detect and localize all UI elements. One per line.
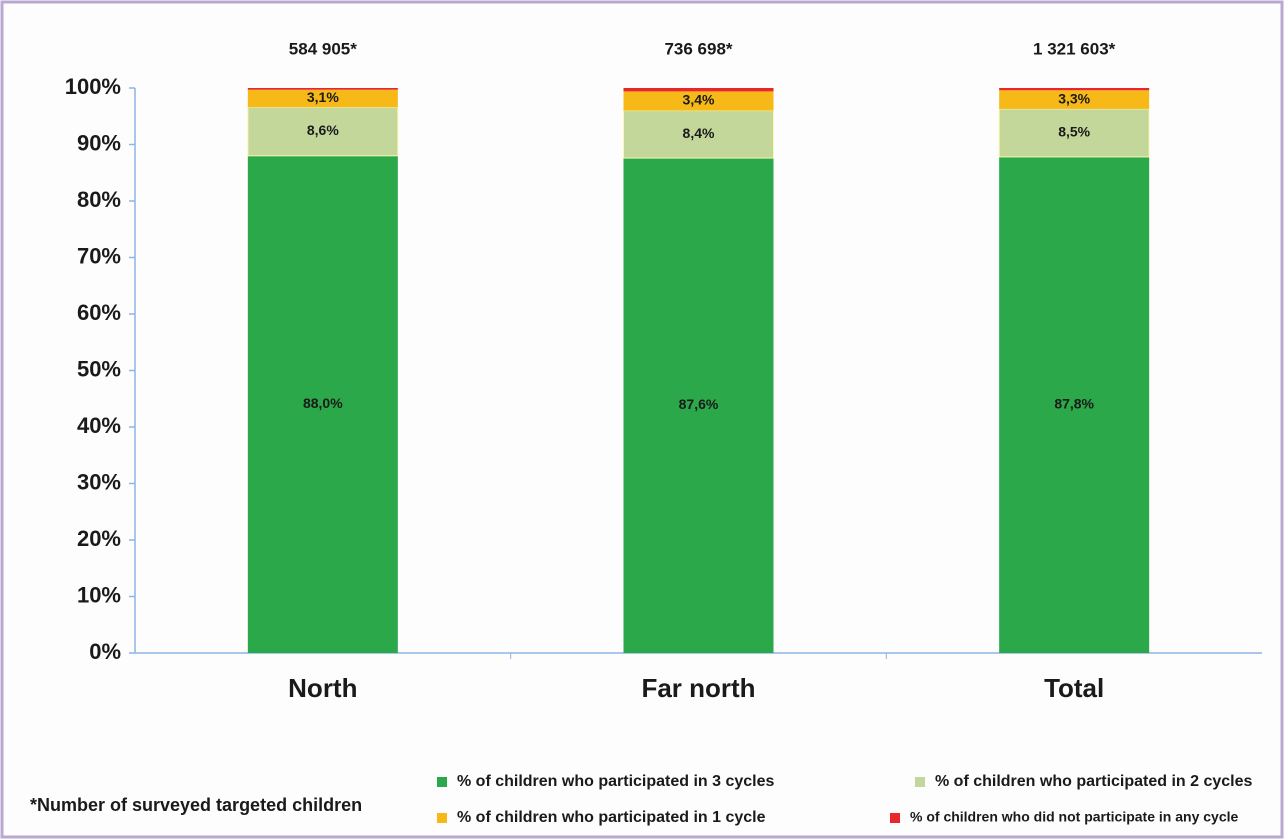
- y-tick-label: 80%: [77, 187, 121, 212]
- y-tick-label: 40%: [77, 413, 121, 438]
- data-label: 3,3%: [1058, 90, 1090, 106]
- data-label: 8,6%: [307, 122, 339, 138]
- bar-segment: [623, 91, 774, 111]
- y-tick-label: 70%: [77, 243, 121, 268]
- bar-segment: [247, 88, 398, 90]
- y-tick-label: 50%: [77, 356, 121, 381]
- data-label: 8,4%: [683, 125, 715, 141]
- legend-label: % of children who did not participate in…: [910, 809, 1238, 825]
- y-tick-label: 30%: [77, 469, 121, 494]
- y-tick-label: 10%: [77, 582, 121, 607]
- bar-total: 736 698*: [664, 39, 732, 58]
- legend-label: % of children who participated in 1 cycl…: [457, 809, 766, 826]
- legend-swatch: [890, 813, 900, 823]
- bar-segment: [247, 106, 399, 157]
- data-label: 3,4%: [683, 92, 715, 108]
- y-tick-label: 100%: [65, 74, 121, 99]
- legend-swatch: [915, 777, 925, 787]
- y-tick-label: 60%: [77, 300, 121, 325]
- footnote: *Number of surveyed targeted children: [30, 795, 362, 815]
- data-label: 88,0%: [303, 395, 343, 411]
- bar-segment: [247, 89, 398, 108]
- x-tick-label: Far north: [641, 673, 755, 703]
- data-label: 87,6%: [679, 396, 719, 412]
- bar-segment: [998, 108, 1150, 158]
- y-tick-label: 20%: [77, 526, 121, 551]
- data-label: 3,1%: [307, 89, 339, 105]
- data-label: 87,8%: [1054, 396, 1094, 412]
- bar-segment: [999, 88, 1150, 91]
- legend-swatch: [437, 813, 447, 823]
- y-tick-label: 90%: [77, 130, 121, 155]
- x-tick-label: North: [288, 673, 357, 703]
- bar-segment: [623, 110, 774, 159]
- bar-segment: [999, 90, 1150, 109]
- legend-swatch: [437, 777, 447, 787]
- bar-segment: [247, 155, 398, 654]
- bar-total: 584 905*: [289, 39, 357, 58]
- legend-label: % of children who participated in 3 cycl…: [457, 773, 775, 790]
- bar-segment: [999, 156, 1150, 653]
- data-label: 8,5%: [1058, 124, 1090, 140]
- bar-segment: [623, 88, 774, 92]
- y-tick-label: 0%: [89, 639, 121, 664]
- bar-segment: [623, 158, 774, 653]
- legend-label: % of children who participated in 2 cycl…: [935, 773, 1253, 790]
- x-tick-label: Total: [1044, 673, 1104, 703]
- bar-total: 1 321 603*: [1033, 39, 1116, 58]
